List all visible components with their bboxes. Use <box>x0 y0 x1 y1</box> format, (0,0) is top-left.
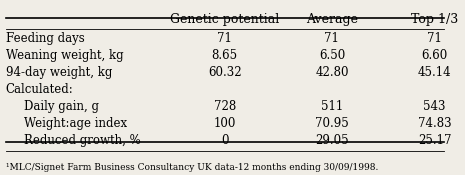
Text: 71: 71 <box>325 32 339 45</box>
Text: 70.95: 70.95 <box>315 117 349 130</box>
Text: Weight:age index: Weight:age index <box>24 117 127 130</box>
Text: 0: 0 <box>221 134 228 147</box>
Text: 71: 71 <box>217 32 232 45</box>
Text: 543: 543 <box>423 100 446 113</box>
Text: 60.32: 60.32 <box>208 66 241 79</box>
Text: 6.60: 6.60 <box>421 49 448 62</box>
Text: 94-day weight, kg: 94-day weight, kg <box>6 66 112 79</box>
Text: Calculated:: Calculated: <box>6 83 73 96</box>
Text: 728: 728 <box>213 100 236 113</box>
Text: 45.14: 45.14 <box>418 66 452 79</box>
Text: 100: 100 <box>213 117 236 130</box>
Text: 42.80: 42.80 <box>315 66 349 79</box>
Text: Weaning weight, kg: Weaning weight, kg <box>6 49 124 62</box>
Text: 25.17: 25.17 <box>418 134 452 147</box>
Text: 29.05: 29.05 <box>315 134 349 147</box>
Text: 8.65: 8.65 <box>212 49 238 62</box>
Text: Feeding days: Feeding days <box>6 32 85 45</box>
Text: 6.50: 6.50 <box>319 49 345 62</box>
Text: Daily gain, g: Daily gain, g <box>24 100 99 113</box>
Text: 71: 71 <box>427 32 442 45</box>
Text: Reduced growth, %: Reduced growth, % <box>24 134 140 147</box>
Text: 511: 511 <box>321 100 343 113</box>
Text: Top 1/3: Top 1/3 <box>411 13 458 26</box>
Text: ¹MLC/Signet Farm Business Consultancy UK data-12 months ending 30/09/1998.: ¹MLC/Signet Farm Business Consultancy UK… <box>6 163 378 172</box>
Text: Genetic potential: Genetic potential <box>170 13 279 26</box>
Text: 74.83: 74.83 <box>418 117 452 130</box>
Text: Average: Average <box>306 13 358 26</box>
